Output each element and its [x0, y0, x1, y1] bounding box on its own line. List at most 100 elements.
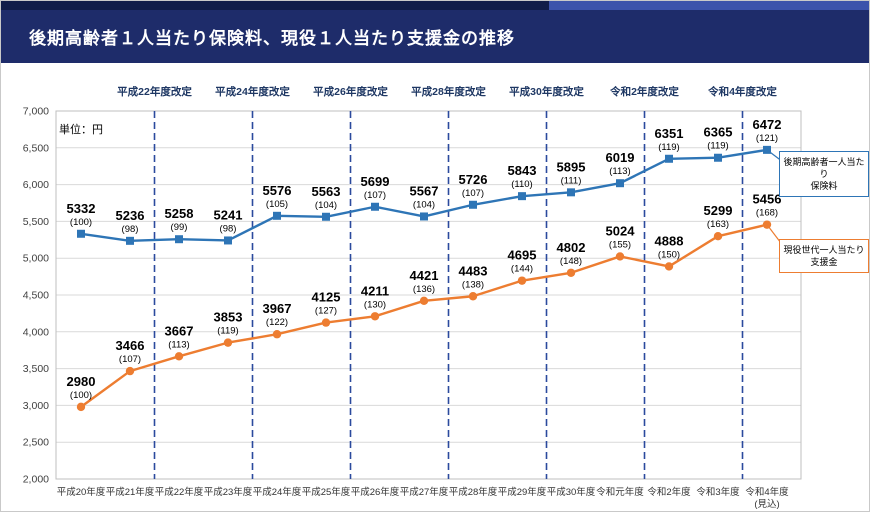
data-point-square	[518, 192, 526, 201]
data-label-index: (111)	[561, 175, 582, 186]
data-label-value: 4211	[361, 283, 389, 298]
revision-label: 平成24年度改定	[215, 85, 290, 98]
data-label-value: 5236	[116, 208, 145, 223]
data-label-value: 5241	[214, 207, 243, 222]
y-axis-tick-label: 7,000	[23, 106, 49, 118]
data-point-square	[616, 179, 624, 188]
data-label-index: (98)	[220, 223, 237, 234]
y-axis-tick-label: 3,000	[23, 400, 49, 412]
data-point-square	[714, 153, 722, 162]
x-axis-tick-label: 平成25年度	[302, 486, 351, 498]
data-label-value: 5576	[263, 183, 292, 198]
data-point-circle	[713, 231, 723, 241]
y-axis-tick-label: 6,500	[23, 142, 49, 154]
header-accent-bar	[549, 1, 869, 10]
x-axis-tick-label: 平成26年度	[351, 486, 400, 498]
data-point-square	[469, 200, 477, 209]
data-label-value: 5726	[459, 172, 488, 187]
data-label-index: (127)	[315, 306, 337, 317]
x-axis-tick-label: 平成27年度	[400, 486, 449, 498]
data-point-square	[273, 211, 281, 220]
data-label-index: (168)	[756, 208, 778, 219]
revision-label: 平成30年度改定	[509, 85, 584, 98]
y-axis-tick-label: 3,500	[23, 363, 49, 375]
data-point-square	[567, 188, 575, 197]
data-label-value: 5024	[606, 223, 636, 238]
revision-label: 令和4年度改定	[707, 85, 777, 98]
x-axis-tick-label: 令和2年度	[647, 486, 691, 498]
data-label-value: 4695	[508, 248, 537, 263]
data-label-value: 5843	[508, 163, 537, 178]
data-label-index: (122)	[266, 317, 288, 328]
y-axis-tick-label: 2,500	[23, 437, 49, 449]
data-point-square	[322, 212, 330, 221]
data-point-square	[371, 202, 379, 211]
data-label-index: (138)	[462, 279, 484, 290]
x-axis-tick-label: 令和4年度(見込)	[745, 486, 789, 510]
data-label-index: (150)	[658, 249, 680, 260]
y-axis-tick-label: 5,500	[23, 216, 49, 228]
data-label-value: 3667	[165, 323, 194, 338]
data-label-value: 4483	[459, 263, 488, 278]
revision-label: 令和2年度改定	[609, 85, 679, 98]
legend-support-box: 現役世代一人当たり 支援金	[779, 239, 869, 274]
data-label-index: (110)	[511, 179, 532, 190]
legend-support-line1: 現役世代一人当たり	[783, 245, 865, 255]
data-point-circle	[517, 276, 527, 285]
data-label-index: (136)	[413, 284, 435, 295]
data-label-value: 6472	[753, 117, 782, 132]
y-axis-tick-label: 6,000	[23, 179, 49, 191]
page-title: 後期高齢者１人当たり保険料、現役１人当たり支援金の推移	[29, 29, 515, 48]
x-axis-tick-label: 令和元年度	[596, 486, 644, 498]
data-label-value: 4125	[312, 290, 341, 305]
data-label-index: (113)	[609, 166, 630, 177]
data-label-index: (113)	[168, 339, 189, 350]
data-label-value: 5299	[704, 203, 733, 218]
data-label-value: 5258	[165, 206, 194, 221]
y-axis-tick-label: 4,000	[23, 326, 49, 338]
data-label-value: 4888	[655, 233, 684, 248]
data-label-index: (104)	[315, 200, 337, 211]
data-label-value: 5332	[67, 201, 96, 216]
data-point-circle	[174, 352, 184, 361]
data-point-square	[420, 212, 428, 221]
x-axis-tick-label: 令和3年度	[696, 486, 740, 498]
x-axis-tick-label: 平成29年度	[498, 486, 547, 498]
data-point-circle	[615, 252, 625, 261]
data-label-index: (148)	[560, 256, 582, 267]
data-label-index: (100)	[70, 390, 92, 401]
page-header: 後期高齢者１人当たり保険料、現役１人当たり支援金の推移	[1, 1, 869, 63]
data-point-square	[175, 235, 183, 244]
data-point-circle	[566, 268, 576, 277]
revision-label: 平成26年度改定	[313, 85, 388, 98]
data-point-square	[224, 236, 232, 245]
data-label-index: (119)	[217, 326, 238, 337]
data-label-index: (130)	[364, 299, 386, 310]
data-label-index: (155)	[609, 239, 631, 250]
data-label-value: 5456	[753, 192, 782, 207]
data-point-circle	[468, 292, 478, 301]
data-label-index: (107)	[462, 188, 484, 199]
data-point-square	[665, 154, 673, 163]
data-point-circle	[664, 262, 674, 271]
data-point-circle	[370, 312, 380, 321]
data-point-square	[77, 229, 85, 238]
x-axis-tick-label: 平成23年度	[204, 486, 253, 498]
data-label-value: 5567	[410, 183, 439, 198]
legend-support-line2: 支援金	[810, 257, 838, 268]
data-point-circle	[223, 338, 233, 347]
y-axis-tick-label: 2,000	[23, 474, 49, 486]
data-label-index: (99)	[171, 222, 188, 233]
data-point-square	[126, 236, 134, 245]
data-label-index: (163)	[707, 219, 729, 230]
legend-premium-line1: 後期高齢者一人当たり	[783, 157, 865, 180]
data-label-value: 6365	[704, 125, 733, 140]
data-point-circle	[125, 366, 135, 376]
data-label-index: (105)	[266, 199, 288, 210]
data-label-value: 4421	[410, 268, 439, 283]
data-label-value: 5563	[312, 184, 341, 199]
data-label-index: (100)	[70, 217, 92, 228]
data-label-value: 3466	[116, 338, 145, 353]
y-axis-tick-label: 4,500	[23, 290, 49, 302]
data-label-index: (119)	[658, 142, 679, 153]
